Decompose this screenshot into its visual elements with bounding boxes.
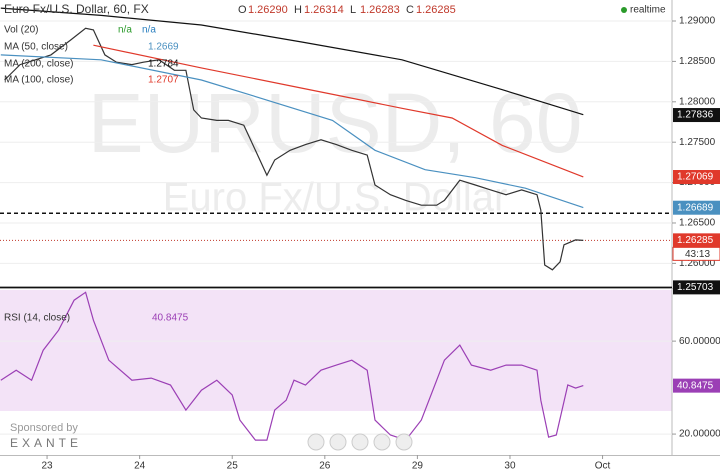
status-dot bbox=[621, 7, 627, 13]
x-tick-label: Oct bbox=[595, 461, 611, 472]
legend-value: 1.2784 bbox=[148, 59, 179, 70]
legend-value: n/a bbox=[118, 25, 132, 36]
y-tick-label: 1.29000 bbox=[679, 16, 716, 27]
y-tick-label: 1.26000 bbox=[679, 258, 716, 269]
y-tick-label: 1.28500 bbox=[679, 56, 716, 67]
legend-value: 1.2707 bbox=[148, 75, 179, 86]
price-marker bbox=[673, 108, 720, 123]
zoom-in[interactable] bbox=[373, 433, 391, 451]
y-tick-label: 20.00000 bbox=[679, 429, 720, 440]
x-tick-label: 26 bbox=[319, 461, 331, 472]
scroll-right[interactable] bbox=[395, 433, 413, 451]
legend-value: n/a bbox=[142, 25, 156, 36]
ohlc-value: 1.26283 bbox=[360, 4, 400, 16]
legend-entry: MA (200, close) bbox=[4, 59, 73, 70]
indicator-line bbox=[0, 291, 584, 441]
price-marker bbox=[673, 170, 720, 185]
legend-entry: RSI (14, close) bbox=[4, 313, 70, 324]
legend-entry: Vol (20) bbox=[4, 25, 38, 36]
ohlc-value: 1.26285 bbox=[416, 4, 456, 16]
price-marker-label: 1.25703 bbox=[677, 282, 714, 293]
chart-title: Euro Fx/U.S. Dollar, 60, FX bbox=[4, 2, 149, 16]
price-marker-label: 1.27836 bbox=[677, 110, 714, 121]
legend-entry: MA (50, close) bbox=[4, 42, 68, 53]
x-tick-label: 25 bbox=[227, 461, 239, 472]
price-line bbox=[4, 27, 584, 271]
realtime-status: realtime bbox=[630, 5, 666, 16]
indicator-line bbox=[0, 7, 584, 116]
x-tick-label: 30 bbox=[504, 461, 516, 472]
indicator-line bbox=[93, 44, 584, 178]
x-tick-label: 24 bbox=[134, 461, 146, 472]
plot bbox=[0, 7, 672, 441]
scroll-left[interactable] bbox=[307, 433, 325, 451]
ohlc-key: C bbox=[406, 4, 414, 16]
price-marker bbox=[673, 233, 720, 248]
y-tick-label: 60.00000 bbox=[679, 336, 720, 347]
legend-value: 40.8475 bbox=[152, 313, 189, 324]
indicator-line bbox=[0, 54, 584, 209]
zoom-out[interactable] bbox=[329, 433, 347, 451]
legend-entry: MA (100, close) bbox=[4, 75, 73, 86]
ohlc-key: L bbox=[350, 4, 356, 16]
watermark-symbol: EURUSD, 60 bbox=[88, 76, 583, 170]
countdown-box bbox=[672, 246, 720, 261]
price-marker-label: 1.26689 bbox=[677, 202, 714, 213]
zoom-controls[interactable] bbox=[307, 433, 413, 451]
price-marker bbox=[673, 200, 720, 215]
price-marker bbox=[673, 378, 720, 393]
x-tick-label: 29 bbox=[412, 461, 424, 472]
y-tick-label: 1.28000 bbox=[679, 96, 716, 107]
y-tick-label: 1.27500 bbox=[679, 137, 716, 148]
ohlc-value: 1.26290 bbox=[248, 4, 288, 16]
x-tick-label: 23 bbox=[42, 461, 54, 472]
price-marker-label: 1.27069 bbox=[677, 172, 714, 183]
legend-value: 1.2669 bbox=[148, 42, 179, 53]
countdown: 43:13 bbox=[685, 249, 710, 260]
sponsor-caption: Sponsored by bbox=[10, 422, 78, 434]
sponsor-brand: EXANTE bbox=[10, 436, 82, 450]
y-tick-label: 1.26500 bbox=[679, 218, 716, 229]
reset[interactable] bbox=[351, 433, 369, 451]
price-marker-label: 40.8475 bbox=[677, 380, 714, 391]
price-marker bbox=[673, 280, 720, 295]
ohlc-value: 1.26314 bbox=[304, 4, 344, 16]
ohlc-key: H bbox=[294, 4, 302, 16]
ohlc-key: O bbox=[238, 4, 247, 16]
rsi-band bbox=[0, 290, 672, 411]
price-marker-label: 1.26285 bbox=[677, 235, 714, 246]
